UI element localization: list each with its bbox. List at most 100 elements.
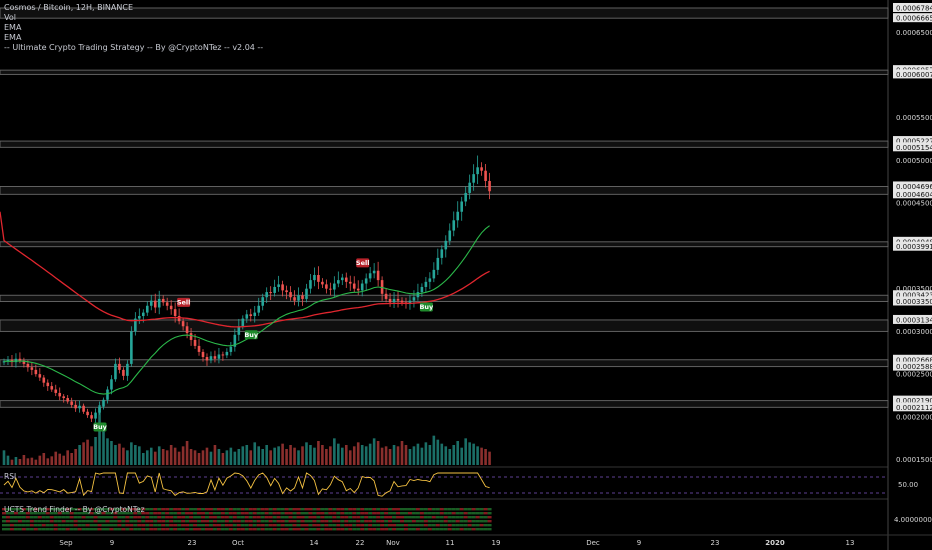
ucts-cell — [479, 508, 484, 511]
ucts-cell — [224, 516, 229, 519]
ucts-cell — [228, 520, 233, 523]
ucts-cell — [65, 520, 70, 523]
ucts-cell — [185, 508, 190, 511]
ucts-cell — [372, 516, 377, 519]
ucts-cell — [264, 524, 269, 527]
ucts-cell — [41, 508, 46, 511]
ucts-cell — [320, 512, 325, 515]
ucts-cell — [443, 524, 448, 527]
ucts-cell — [81, 516, 86, 519]
volume-bar — [400, 441, 404, 465]
legend-ema-2[interactable]: EMA — [4, 33, 22, 42]
candle-body — [181, 321, 185, 327]
volume-bar — [185, 441, 189, 465]
ucts-cell — [228, 516, 233, 519]
ucts-cell — [356, 516, 361, 519]
rsi-pane[interactable] — [0, 472, 888, 497]
ucts-cell — [276, 508, 281, 511]
ucts-cell — [193, 508, 198, 511]
volume-bar — [74, 449, 77, 465]
ucts-cell — [189, 528, 194, 531]
legend-vol[interactable]: Vol — [4, 13, 16, 22]
ucts-cell — [220, 512, 225, 515]
price-label-box — [893, 296, 932, 306]
ucts-cell — [280, 508, 285, 511]
time-axis-label: 9 — [637, 539, 641, 547]
main-pane[interactable] — [0, 0, 888, 467]
ucts-cell — [407, 520, 412, 523]
ucts-cell — [121, 516, 126, 519]
legend-ema-1[interactable]: EMA — [4, 23, 22, 32]
volume-bar — [34, 459, 38, 465]
volume-bar — [325, 449, 328, 465]
ucts-cell — [248, 512, 253, 515]
rsi-label[interactable]: RSI — [4, 472, 17, 481]
candle-body — [149, 300, 153, 306]
ucts-cell — [5, 508, 10, 511]
ucts-cell — [181, 516, 186, 519]
ucts-cell — [81, 508, 86, 511]
ucts-cell — [368, 524, 373, 527]
candle-body — [472, 174, 475, 183]
ucts-cell — [109, 520, 114, 523]
ucts-cell — [316, 528, 321, 531]
ucts-cell — [157, 512, 162, 515]
candle-body — [432, 269, 436, 279]
ucts-cell — [133, 528, 138, 531]
ucts-cell — [21, 528, 26, 531]
ucts-cell — [268, 508, 273, 511]
candle-body — [257, 305, 261, 313]
candle-body — [297, 295, 300, 301]
ucts-cell — [471, 516, 476, 519]
volume-bar — [58, 453, 62, 465]
candle-body — [74, 404, 77, 409]
ucts-cell — [169, 508, 174, 511]
candle-body — [344, 277, 348, 282]
ucts-cell — [232, 508, 237, 511]
ucts-cell — [93, 512, 98, 515]
ucts-cell — [89, 516, 94, 519]
candle-body — [66, 398, 69, 402]
ucts-cell — [431, 520, 436, 523]
time-axis[interactable]: Sep923Oct1422Nov1119Dec92320201313 — [59, 539, 854, 547]
ucts-cell — [77, 512, 82, 515]
ucts-cell — [145, 528, 150, 531]
ucts-cell — [360, 508, 365, 511]
ucts-cell — [49, 524, 54, 527]
ucts-cell — [376, 516, 381, 519]
ucts-cell — [193, 524, 198, 527]
candle-body — [245, 314, 249, 319]
ucts-cell — [264, 520, 269, 523]
volume-bar — [313, 447, 316, 465]
ucts-cell — [137, 512, 142, 515]
ucts-cell — [29, 508, 34, 511]
ucts-cell — [197, 528, 202, 531]
ucts-cell — [415, 512, 420, 515]
ucts-cell — [272, 520, 277, 523]
ucts-cell — [121, 524, 126, 527]
ucts-cell — [113, 520, 118, 523]
ucts-cell — [328, 508, 333, 511]
ucts-cell — [411, 516, 416, 519]
volume-bar — [257, 446, 261, 465]
ucts-cell — [2, 528, 6, 531]
symbol-title[interactable]: Cosmos / Bitcoin, 12H, BINANCE — [4, 3, 134, 12]
legend-strategy[interactable]: -- Ultimate Crypto Trading Strategy -- B… — [4, 43, 264, 52]
ucts-cell — [328, 516, 333, 519]
ucts-cell — [475, 524, 480, 527]
volume-bar — [452, 445, 456, 465]
price-label-box — [893, 236, 932, 246]
ucts-cell — [137, 508, 142, 511]
ucts-cell — [467, 508, 472, 511]
ucts-cell — [463, 516, 468, 519]
ucts-cell — [288, 516, 293, 519]
price-axis[interactable]: 0.000678400.000666500.000650000.00060570… — [893, 3, 932, 524]
ucts-label[interactable]: UCTS Trend Finder -- By @CryptoNTez — [4, 505, 145, 514]
ucts-trend-pane[interactable] — [2, 508, 492, 531]
ucts-cell — [324, 524, 329, 527]
ucts-cell — [411, 512, 416, 515]
candle-body — [22, 360, 26, 364]
ucts-cell — [49, 512, 54, 515]
